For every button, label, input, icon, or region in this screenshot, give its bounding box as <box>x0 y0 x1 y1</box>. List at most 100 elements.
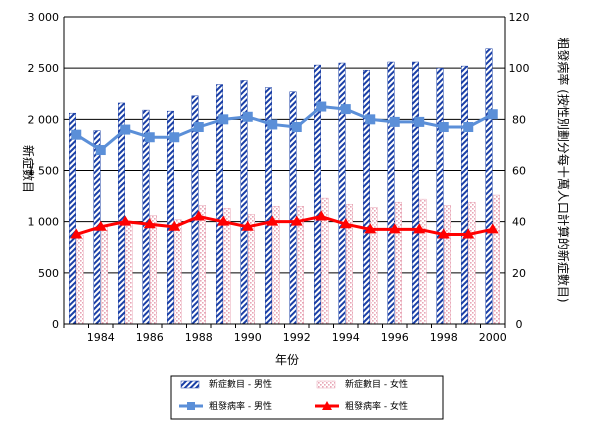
bar-male <box>412 61 419 325</box>
point-female-rate <box>290 215 303 226</box>
legend-label: 粗發病率 - 男性 <box>209 400 272 412</box>
legend-label: 新症數目 - 男性 <box>209 378 272 390</box>
bar-female <box>76 234 84 325</box>
legend-label: 粗發病率 - 女性 <box>345 400 408 412</box>
point-female-rate <box>217 215 230 226</box>
left-tick-label: 1 000 <box>28 216 60 229</box>
left-tick-label: 3 000 <box>28 11 60 24</box>
right-tick-label: 60 <box>512 165 526 178</box>
point-female-rate <box>119 215 132 226</box>
point-male-rate <box>389 116 400 127</box>
x-tick-label: 1992 <box>283 331 311 344</box>
left-tick-label: 1 500 <box>28 165 60 178</box>
point-female-rate <box>437 228 450 239</box>
bar-male <box>69 112 76 325</box>
bar-male <box>167 110 174 325</box>
point-female-rate <box>143 218 156 229</box>
point-female-rate <box>413 223 426 234</box>
axes <box>63 17 506 328</box>
bar-female <box>223 208 231 325</box>
x-tick-label: 1998 <box>430 331 458 344</box>
x-axis-title: 年份 <box>275 353 299 367</box>
point-male-rate <box>169 132 180 143</box>
point-female-rate <box>339 218 352 229</box>
bar-female <box>125 221 133 325</box>
right-axis-title: 粗發病率 (按性別劃分每十萬人口計算的新症數目) <box>556 37 571 302</box>
left-tick-label: 500 <box>38 267 59 280</box>
bar-male <box>363 69 370 325</box>
point-female-rate <box>94 220 107 231</box>
bar-female <box>468 201 476 325</box>
point-male-rate <box>193 122 204 133</box>
bar-male <box>436 67 444 325</box>
point-male-rate <box>144 132 155 143</box>
point-female-rate <box>192 210 205 221</box>
bar-female <box>444 205 451 325</box>
legend-label: 新症數目 - 女性 <box>345 378 408 390</box>
bar-female <box>174 219 182 325</box>
point-male-rate <box>414 116 425 127</box>
right-tick-label: 100 <box>509 62 530 75</box>
bar-female <box>248 214 255 325</box>
point-male-rate <box>242 111 253 122</box>
x-tick-label: 1996 <box>381 331 409 344</box>
point-female-rate <box>168 220 181 231</box>
bar-female <box>419 198 427 325</box>
x-tick-label: 1984 <box>87 331 115 344</box>
point-male-rate <box>95 145 106 156</box>
point-male-rate <box>291 122 302 133</box>
x-tick-label: 1994 <box>332 331 360 344</box>
legend-marker-male-rate <box>187 402 195 410</box>
legend-swatch-male-cases <box>180 380 200 389</box>
bar-male <box>461 65 468 325</box>
point-male-rate <box>438 122 449 133</box>
bar-male <box>387 61 395 325</box>
bar-female <box>150 215 157 325</box>
x-tick-label: 1990 <box>234 331 262 344</box>
right-tick-label: 40 <box>512 216 526 229</box>
point-female-rate <box>241 220 254 231</box>
point-female-rate <box>388 223 401 234</box>
bar-male <box>338 62 346 325</box>
x-tick-label: 1986 <box>136 331 164 344</box>
right-tick-label: 80 <box>512 113 526 126</box>
right-tick-label: 0 <box>516 318 523 331</box>
line-square <box>75 104 494 152</box>
bar-female <box>101 225 108 325</box>
point-male-rate <box>365 114 376 125</box>
legend-marker-female-rate <box>322 401 332 410</box>
point-male-rate <box>463 122 474 133</box>
point-male-rate <box>71 129 82 140</box>
left-tick-label: 0 <box>52 318 59 331</box>
bar-female <box>395 201 402 325</box>
bar-female <box>370 207 378 325</box>
point-female-rate <box>315 210 328 221</box>
legend-swatch-female-cases <box>316 380 336 389</box>
left-axis-title: 新症數目 <box>21 145 36 193</box>
point-female-rate <box>70 228 83 239</box>
point-male-rate <box>267 119 278 130</box>
bar-male <box>485 48 493 325</box>
x-tick-label: 2000 <box>479 331 507 344</box>
bar-female <box>199 205 206 325</box>
point-female-rate <box>462 228 475 239</box>
point-male-rate <box>120 124 131 135</box>
line-triangle <box>75 214 494 236</box>
left-tick-label: 2 500 <box>28 62 60 75</box>
legend-frame <box>170 375 444 420</box>
point-male-rate <box>218 114 229 125</box>
x-tick-label: 1988 <box>185 331 213 344</box>
point-female-rate <box>266 215 279 226</box>
right-tick-label: 20 <box>512 267 526 280</box>
lines <box>70 101 499 239</box>
left-tick-label: 2 000 <box>28 113 60 126</box>
point-female-rate <box>486 223 499 234</box>
right-tick-label: 120 <box>509 11 530 24</box>
tick-labels: 0 500 1 000 1 500 2 000 2 500 3 000 0 20 40 60 80 10… <box>28 11 530 344</box>
point-female-rate <box>364 223 377 234</box>
point-male-rate <box>316 101 327 112</box>
point-male-rate <box>340 104 351 115</box>
point-male-rate <box>487 109 498 120</box>
